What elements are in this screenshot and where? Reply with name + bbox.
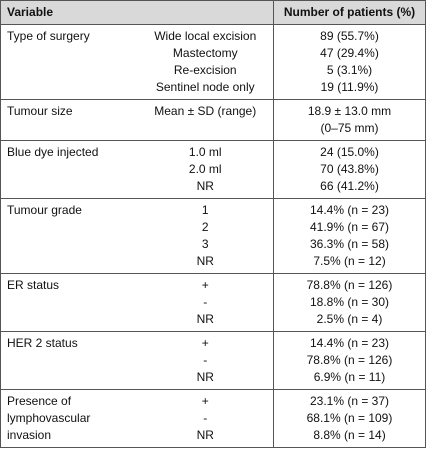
subcategory: 2 <box>201 220 209 234</box>
variable-cell: Presence of lymphovascular invasion <box>0 389 138 448</box>
value: 89 (55.7%) <box>320 29 379 43</box>
header-cell: Number of patients (%) <box>273 0 426 25</box>
value-cell: 24 (15.0%) 70 (43.8%) 66 (41.2%) <box>273 140 426 199</box>
subcategory: NR <box>196 370 214 384</box>
value: 18.8% (n = 30) <box>309 295 390 309</box>
value-cell: 78.8% (n = 126) 18.8% (n = 30) 2.5% (n = 4… <box>273 273 426 332</box>
group-row: Presence of lymphovascular invasion + - NR 2… <box>0 389 426 448</box>
subcategory: Sentinel node only <box>155 80 255 94</box>
subcategory: + <box>201 336 209 350</box>
value: 36.3% (n = 58) <box>309 237 390 251</box>
subcategory: 1 <box>201 203 209 217</box>
subcategory: Mastectomy <box>172 46 238 60</box>
value-cell: 23.1% (n = 37) 68.1% (n = 109) 8.8% (n = 1… <box>273 389 426 448</box>
value: 5 (3.1%) <box>326 63 373 77</box>
subcategory-cell: 1.0 ml 2.0 ml NR <box>137 140 274 199</box>
subcategory: 3 <box>201 237 209 251</box>
subcategory: Re-excision <box>173 63 237 77</box>
subcategory: Mean ± SD (range) <box>154 104 257 118</box>
value: 66 (41.2%) <box>320 179 379 193</box>
group-row: HER 2 status + - NR 14.4% (n = 23) 78.8% (n =… <box>0 331 426 390</box>
variable-cell: HER 2 status <box>0 331 138 390</box>
subcategory: - <box>203 353 208 367</box>
value: 18.9 ± 13.0 mm <box>307 104 392 118</box>
header-row: Variable Number of patients (%) <box>0 0 426 25</box>
subcategory: - <box>203 411 208 425</box>
variable-cell: ER status <box>0 273 138 332</box>
value-cell: 18.9 ± 13.0 mm (0–75 mm) <box>273 99 426 141</box>
value: 6.9% (n = 11) <box>313 370 386 384</box>
value-cell: 14.4% (n = 23) 41.9% (n = 67) 36.3% (n = 5… <box>273 198 426 274</box>
value: 41.9% (n = 67) <box>309 220 390 234</box>
subcategory: NR <box>196 312 214 326</box>
variable-cell: Type of surgery <box>0 24 138 100</box>
variable-cell: Tumour grade <box>0 198 138 274</box>
value: 14.4% (n = 23) <box>309 336 390 350</box>
group-row: ER status + - NR 78.8% (n = 126) 18.8% (n = 3… <box>0 273 426 332</box>
subcategory: 2.0 ml <box>188 162 222 176</box>
subcategory: + <box>201 278 209 292</box>
subcategory: NR <box>196 254 214 268</box>
subcategory-cell: 1 2 3 NR <box>137 198 274 274</box>
value: 8.8% (n = 14) <box>313 428 386 442</box>
value-cell: 89 (55.7%) 47 (29.4%) 5 (3.1%) 19 (11.9%) <box>273 24 426 100</box>
value: 14.4% (n = 23) <box>309 203 390 217</box>
subcategory-cell: + - NR <box>137 389 274 448</box>
subcategory-cell: + - NR <box>137 273 274 332</box>
value: (0–75 mm) <box>320 121 379 135</box>
value: 7.5% (n = 12) <box>313 254 386 268</box>
value: 47 (29.4%) <box>320 46 379 60</box>
value: 70 (43.8%) <box>320 162 379 176</box>
value: 23.1% (n = 37) <box>309 394 390 408</box>
group-row: Tumour size Mean ± SD (range) 18.9 ± 13.0 … <box>0 99 426 141</box>
variable-cell: Blue dye injected <box>0 140 138 199</box>
value: 19 (11.9%) <box>320 80 379 94</box>
group-row: Blue dye injected 1.0 ml 2.0 ml NR 24 (15.0%… <box>0 140 426 199</box>
subcategory-cell: Wide local excision Mastectomy Re-excision… <box>137 24 274 100</box>
value: 2.5% (n = 4) <box>316 312 383 326</box>
subcategory-cell: Mean ± SD (range) <box>137 99 274 141</box>
value: 68.1% (n = 109) <box>306 411 393 425</box>
table-body: Type of surgery Wide local excision Mastec… <box>0 24 426 448</box>
value: 24 (15.0%) <box>320 145 379 159</box>
group-row: Tumour grade 1 2 3 NR 14.4% (n = 23) 41.9% (n … <box>0 198 426 274</box>
variable-cell: Tumour size <box>0 99 138 141</box>
value: 78.8% (n = 126) <box>306 278 393 292</box>
subcategory: NR <box>196 179 214 193</box>
group-row: Type of surgery Wide local excision Mastec… <box>0 24 426 100</box>
subcategory: + <box>201 394 209 408</box>
subcategory-cell: + - NR <box>137 331 274 390</box>
blank-line <box>144 120 268 137</box>
header-cell: Variable <box>0 0 274 25</box>
subcategory: Wide local excision <box>154 29 257 43</box>
value-cell: 14.4% (n = 23) 78.8% (n = 126) 6.9% (n = 1… <box>273 331 426 390</box>
subcategory: 1.0 ml <box>188 145 222 159</box>
subcategory: NR <box>196 428 214 442</box>
value: 78.8% (n = 126) <box>306 353 393 367</box>
subcategory: - <box>203 295 208 309</box>
